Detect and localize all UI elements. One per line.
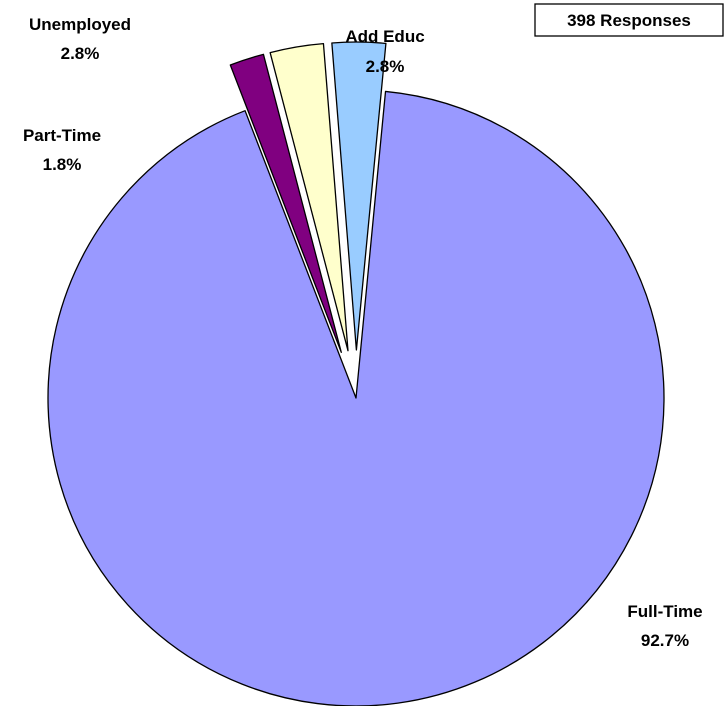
slice-label-part-time-value: 1.8% [43, 155, 82, 174]
slice-label-unemployed-name: Unemployed [29, 15, 131, 34]
slice-label-add-educ: Add Educ 2.8% [345, 27, 424, 76]
responses-annotation: 398 Responses [534, 3, 724, 37]
responses-text: 398 Responses [567, 11, 691, 30]
responses-box [534, 3, 724, 37]
slice-label-full-time-name: Full-Time [627, 602, 702, 621]
pie-slices [47, 41, 665, 706]
slice-label-add-educ-value: 2.8% [366, 57, 405, 76]
pie-slice-add-educ [331, 41, 387, 351]
slice-label-full-time-value: 92.7% [641, 631, 689, 650]
slice-label-unemployed: Unemployed 2.8% [29, 15, 131, 63]
slice-label-part-time-name: Part-Time [23, 126, 101, 145]
slice-label-full-time: Full-Time 92.7% [627, 602, 702, 650]
pie-slice-part-time [229, 53, 342, 353]
slice-label-add-educ-name: Add Educ [345, 27, 424, 46]
pie-slice-unemployed [269, 43, 349, 352]
slice-label-part-time: Part-Time 1.8% [23, 126, 101, 174]
pie-slice-full-time [47, 90, 665, 706]
slice-label-unemployed-value: 2.8% [61, 44, 100, 63]
